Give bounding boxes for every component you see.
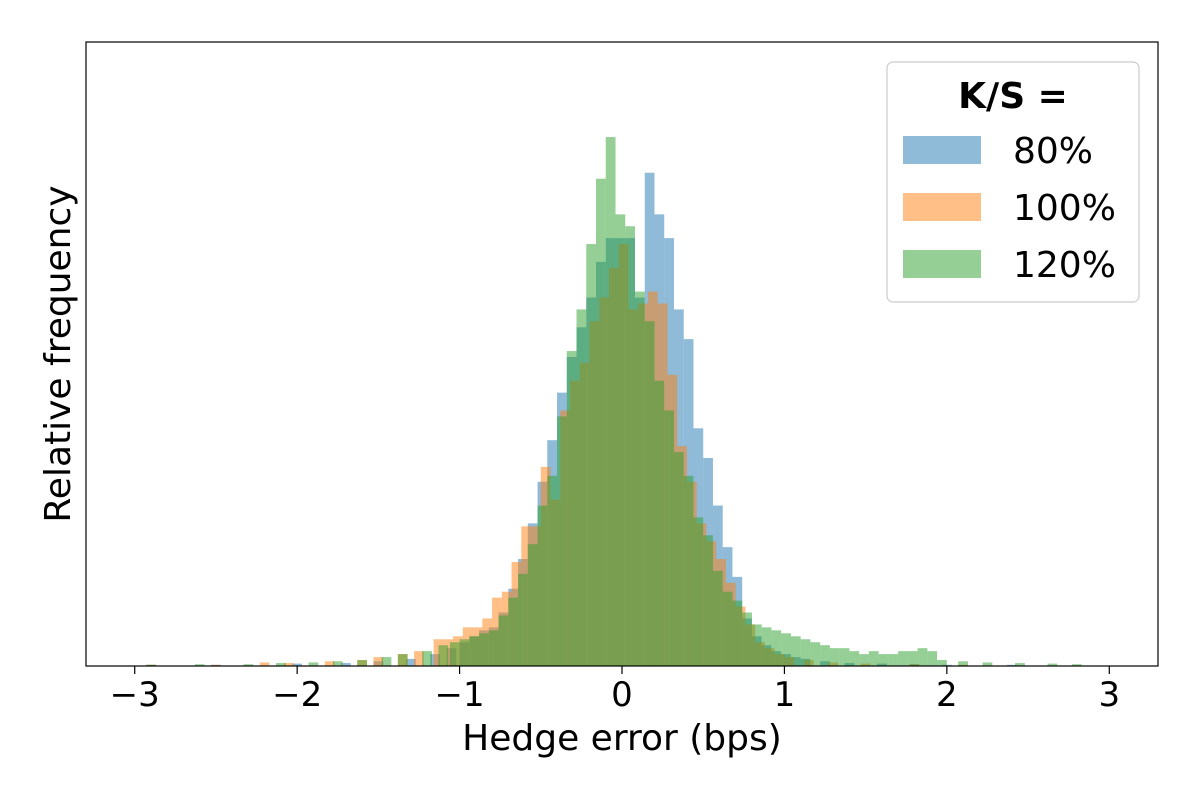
histogram-bar	[1015, 663, 1025, 666]
histogram-bar	[958, 661, 968, 666]
histogram-bar	[898, 651, 908, 666]
y-axis-label: Relative frequency	[38, 185, 79, 522]
histogram-bar	[508, 597, 519, 666]
histogram-bar	[537, 505, 548, 666]
histogram-bar	[771, 630, 782, 666]
histogram-bar	[732, 600, 743, 666]
histogram-bar	[194, 664, 205, 666]
histogram-bar	[292, 663, 303, 666]
histogram-bar	[664, 410, 674, 666]
histogram-bar	[761, 627, 772, 666]
histogram-bar	[722, 591, 733, 666]
histogram-bar	[284, 663, 294, 666]
histogram-bar	[586, 244, 597, 666]
histogram-bar	[449, 642, 460, 666]
histogram-bar	[547, 475, 558, 666]
legend-label: 100%	[1013, 188, 1116, 229]
histogram-bar	[982, 662, 993, 666]
histogram-bar	[917, 648, 928, 666]
x-tick-label: 3	[1098, 675, 1120, 715]
histogram-bar	[839, 648, 850, 666]
histogram-bar	[673, 452, 684, 666]
histogram-bar	[683, 475, 694, 666]
x-tick-label: −2	[272, 675, 322, 715]
histogram-bar	[527, 544, 538, 666]
legend-label: 80%	[1013, 131, 1093, 172]
x-tick-label: 0	[611, 675, 633, 715]
legend-label: 120%	[1013, 245, 1116, 286]
histogram-bar	[742, 612, 752, 666]
histogram-bar	[820, 645, 830, 666]
histogram-bar	[849, 651, 860, 666]
series-120pct-bars	[146, 137, 1082, 667]
histogram-bar	[488, 630, 499, 666]
legend-swatch	[903, 136, 981, 164]
histogram-bar	[459, 639, 470, 666]
histogram-bar	[276, 663, 286, 666]
x-tick-label: −3	[110, 675, 160, 715]
histogram-bars	[146, 137, 1082, 667]
histogram-bar	[800, 639, 811, 666]
histogram-bar	[469, 636, 480, 666]
histogram-bar	[576, 309, 587, 666]
histogram-bar	[859, 654, 869, 666]
legend-swatch	[903, 250, 981, 278]
histogram-bar	[308, 662, 319, 666]
histogram-bar	[625, 226, 635, 667]
histogram-bar	[634, 291, 645, 666]
x-tick-label: −1	[435, 675, 485, 715]
legend-frame	[886, 61, 1140, 303]
histogram-bar	[605, 137, 616, 667]
histogram-bar	[712, 570, 723, 666]
histogram-bar	[373, 657, 384, 666]
histogram-bar	[422, 651, 432, 666]
histogram-bar	[566, 351, 577, 666]
histogram-bar	[518, 573, 528, 666]
histogram-bar	[615, 214, 626, 666]
histogram-bar	[557, 416, 567, 666]
histogram-bar	[498, 615, 509, 666]
histogram-bar	[888, 654, 899, 666]
histogram-bar	[397, 654, 408, 666]
histogram-bar	[644, 321, 655, 666]
histogram-bar	[405, 658, 416, 666]
histogram-bar	[654, 380, 665, 666]
histogram-bar	[927, 651, 938, 666]
histogram-bar	[751, 624, 762, 666]
x-axis-ticks: −3 −2 −1 0 1 2 3	[110, 666, 1120, 715]
legend: K/S = 80% 100% 120%	[886, 61, 1140, 303]
histogram-bar	[907, 651, 918, 666]
histogram-bar	[414, 651, 424, 666]
histogram-bar	[937, 660, 947, 666]
x-tick-label: 2	[936, 675, 958, 715]
histogram-bar	[357, 660, 367, 666]
histogram-bar	[438, 645, 449, 666]
histogram-bar	[332, 661, 343, 666]
histogram-bar	[693, 517, 704, 666]
histogram-bar	[781, 633, 791, 666]
legend-swatch	[903, 193, 981, 221]
histogram-bar	[878, 654, 889, 666]
x-tick-label: 1	[774, 675, 796, 715]
histogram-bar	[341, 663, 351, 666]
legend-title: K/S =	[958, 76, 1068, 117]
histogram-bar	[243, 664, 254, 666]
histogram-bar	[868, 651, 879, 666]
histogram-bar	[810, 642, 821, 666]
histogram-bar	[1071, 664, 1082, 666]
histogram-bar	[381, 657, 392, 666]
histogram-bar	[259, 662, 270, 666]
x-axis-label: Hedge error (bps)	[462, 718, 782, 759]
histogram-bar	[703, 535, 713, 666]
histogram-bar	[1047, 663, 1058, 666]
histogram-bar	[596, 178, 606, 666]
histogram-bar	[790, 636, 801, 666]
histogram-bar	[829, 648, 840, 666]
histogram-bar	[479, 633, 489, 666]
histogram-bar	[324, 661, 335, 666]
